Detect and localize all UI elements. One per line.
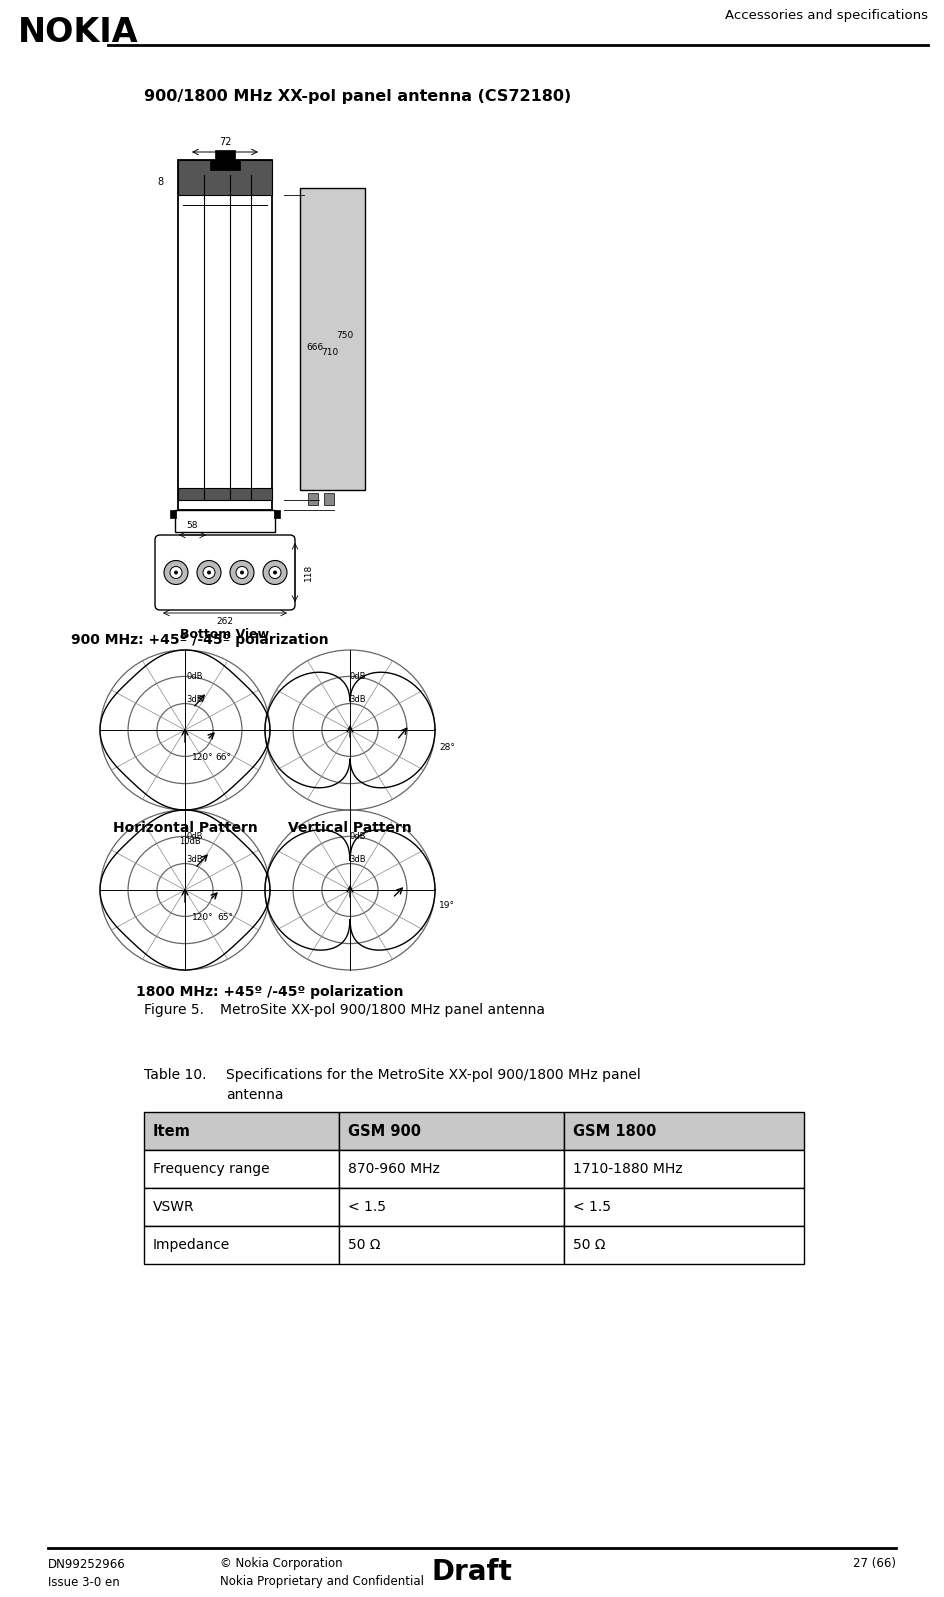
Text: 8: 8: [157, 177, 163, 187]
Bar: [215, 150, 235, 160]
Text: 58: 58: [186, 522, 197, 530]
Text: Frequency range: Frequency range: [153, 1163, 270, 1175]
Text: < 1.5: < 1.5: [573, 1199, 611, 1214]
Text: 0dB: 0dB: [187, 672, 203, 680]
Bar: [324, 493, 334, 505]
Bar: [564, 1226, 804, 1263]
Circle shape: [263, 561, 287, 585]
Text: 710: 710: [321, 348, 338, 358]
Text: Accessories and specifications: Accessories and specifications: [725, 8, 928, 21]
Text: 3dB: 3dB: [349, 695, 366, 704]
Text: 10dB: 10dB: [179, 837, 201, 846]
Text: Specifications for the MetroSite XX-pol 900/1800 MHz panel: Specifications for the MetroSite XX-pol …: [226, 1068, 641, 1083]
Circle shape: [170, 567, 182, 578]
Text: GSM 1800: GSM 1800: [573, 1124, 656, 1139]
Bar: [178, 489, 272, 500]
Circle shape: [174, 570, 178, 575]
Text: Issue 3-0 en: Issue 3-0 en: [48, 1576, 120, 1589]
Bar: [564, 1112, 804, 1150]
Text: 3dB: 3dB: [187, 695, 203, 704]
Text: 1710-1880 MHz: 1710-1880 MHz: [573, 1163, 683, 1175]
Text: 66°: 66°: [215, 754, 231, 762]
Circle shape: [236, 567, 248, 578]
Circle shape: [240, 570, 244, 575]
Text: 870-960 MHz: 870-960 MHz: [348, 1163, 440, 1175]
Bar: [178, 160, 272, 195]
Circle shape: [230, 561, 254, 585]
Text: 120°: 120°: [193, 754, 213, 762]
Text: MetroSite XX-pol 900/1800 MHz panel antenna: MetroSite XX-pol 900/1800 MHz panel ante…: [220, 1003, 545, 1017]
Bar: [339, 1112, 564, 1150]
Text: 3dB: 3dB: [187, 854, 203, 864]
Text: 0dB: 0dB: [349, 832, 366, 842]
Bar: [144, 1112, 339, 1150]
Text: GSM 900: GSM 900: [348, 1124, 421, 1139]
Bar: [170, 509, 176, 517]
Circle shape: [203, 567, 215, 578]
Text: Horizontal Pattern: Horizontal Pattern: [112, 821, 258, 835]
FancyBboxPatch shape: [155, 535, 295, 610]
Text: Table 10.: Table 10.: [144, 1068, 207, 1083]
Bar: [308, 493, 318, 505]
Bar: [300, 188, 365, 490]
Text: Item: Item: [153, 1124, 191, 1139]
Bar: [339, 1150, 564, 1188]
Text: NOKIA: NOKIA: [18, 16, 139, 48]
Text: 750: 750: [336, 331, 353, 340]
Bar: [339, 1226, 564, 1263]
Text: © Nokia Corporation: © Nokia Corporation: [220, 1557, 343, 1570]
Text: 72: 72: [219, 137, 231, 147]
Text: < 1.5: < 1.5: [348, 1199, 386, 1214]
Circle shape: [164, 561, 188, 585]
Bar: [144, 1226, 339, 1263]
Bar: [175, 509, 275, 532]
Text: 28°: 28°: [439, 744, 455, 752]
Bar: [564, 1150, 804, 1188]
Text: 0dB: 0dB: [349, 672, 366, 680]
Text: 900/1800 MHz XX-pol panel antenna (CS72180): 900/1800 MHz XX-pol panel antenna (CS721…: [144, 88, 571, 104]
Circle shape: [207, 570, 211, 575]
Text: Draft: Draft: [431, 1559, 513, 1586]
Bar: [274, 509, 280, 517]
Text: Vertical Pattern: Vertical Pattern: [288, 821, 412, 835]
Text: 900 MHz: +45º /-45º polarization: 900 MHz: +45º /-45º polarization: [71, 632, 329, 647]
Text: DN99252966: DN99252966: [48, 1557, 126, 1570]
Text: 262: 262: [216, 618, 233, 626]
Text: Impedance: Impedance: [153, 1238, 230, 1252]
Text: 0dB: 0dB: [187, 832, 203, 842]
Text: 666: 666: [306, 343, 323, 351]
Bar: [144, 1150, 339, 1188]
Circle shape: [197, 561, 221, 585]
Circle shape: [269, 567, 281, 578]
Bar: [210, 160, 240, 169]
Text: 3dB: 3dB: [349, 854, 366, 864]
Text: Nokia Proprietary and Confidential: Nokia Proprietary and Confidential: [220, 1576, 424, 1589]
Text: 19°: 19°: [439, 901, 455, 910]
Text: Bottom View: Bottom View: [180, 629, 270, 642]
Text: VSWR: VSWR: [153, 1199, 194, 1214]
Text: Figure 5.: Figure 5.: [144, 1003, 204, 1017]
Text: 50 Ω: 50 Ω: [348, 1238, 380, 1252]
Text: 50 Ω: 50 Ω: [573, 1238, 605, 1252]
Text: 27 (66): 27 (66): [853, 1557, 896, 1570]
Bar: [178, 160, 272, 509]
Bar: [339, 1188, 564, 1226]
Text: 65°: 65°: [217, 913, 233, 923]
Text: 120°: 120°: [193, 913, 213, 923]
Circle shape: [273, 570, 277, 575]
Text: 118: 118: [304, 564, 312, 581]
Bar: [564, 1188, 804, 1226]
Bar: [144, 1188, 339, 1226]
Text: antenna: antenna: [226, 1088, 283, 1102]
Text: 1800 MHz: +45º /-45º polarization: 1800 MHz: +45º /-45º polarization: [136, 985, 404, 1000]
